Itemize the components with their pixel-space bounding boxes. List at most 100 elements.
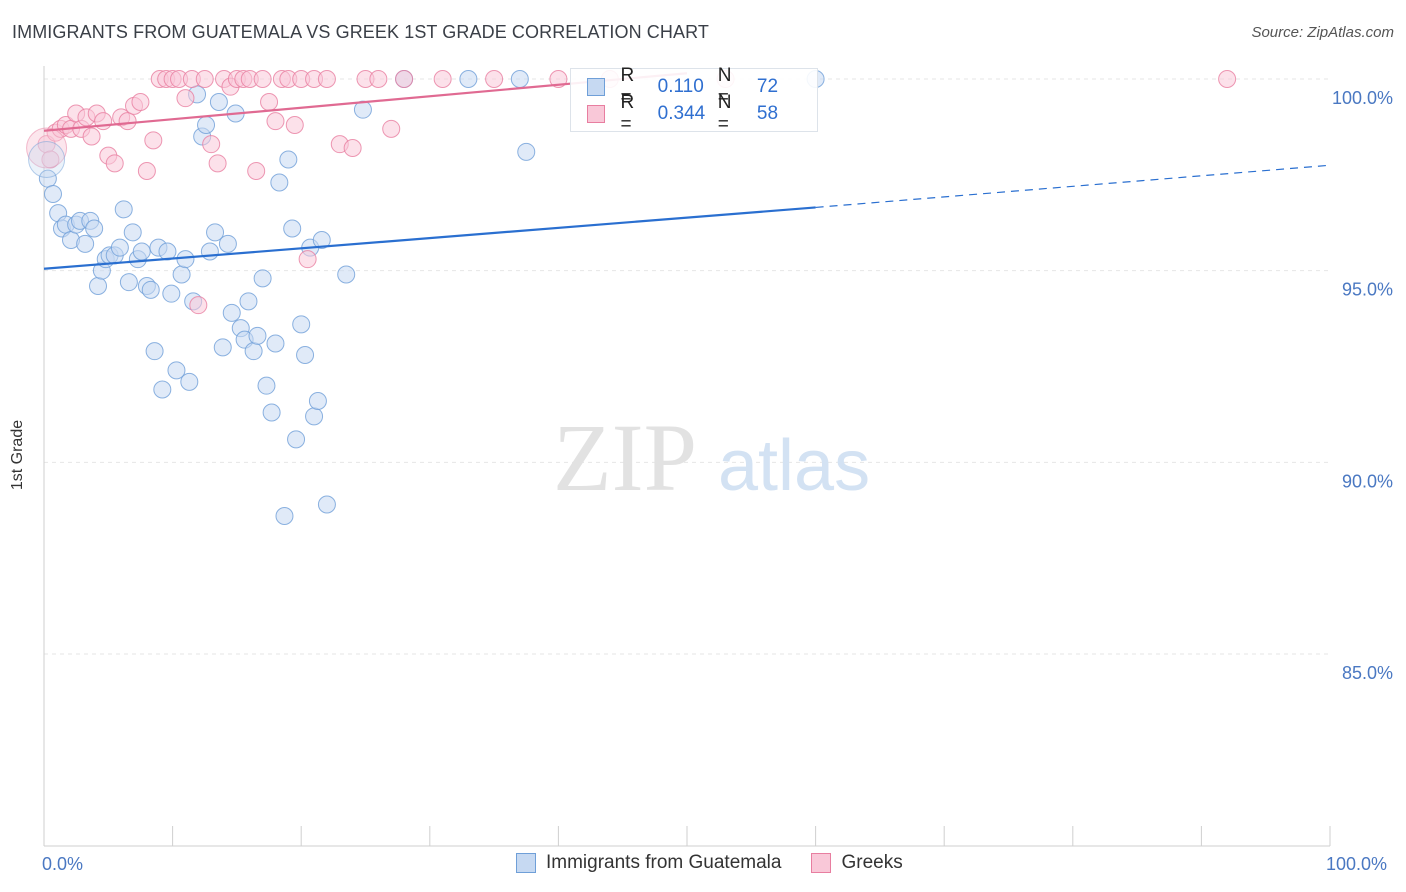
legend-r-value: 0.344 — [657, 103, 706, 124]
data-point-guatemala — [244, 342, 263, 361]
data-point-guatemala — [317, 495, 336, 514]
data-point-guatemala — [28, 141, 66, 178]
series-legend: Immigrants from Guatemala Greeks — [516, 852, 933, 874]
data-point-greeks — [208, 154, 227, 173]
y-tick-labels: 100.0% 95.0% 90.0% 85.0% — [1332, 88, 1393, 683]
data-point-guatemala — [308, 392, 327, 410]
data-point-greeks — [260, 93, 279, 111]
data-point-guatemala — [275, 507, 294, 525]
data-point-guatemala — [172, 265, 191, 284]
data-point-guatemala — [209, 93, 228, 111]
data-point-guatemala — [89, 277, 108, 295]
data-point-guatemala — [200, 242, 219, 261]
data-point-guatemala — [153, 380, 172, 399]
data-point-guatemala — [167, 361, 186, 380]
legend-n-label: N = — [717, 92, 732, 135]
legend-item-greeks[interactable]: Greeks — [811, 852, 903, 874]
data-point-guatemala — [132, 242, 151, 261]
data-point-guatemala — [213, 338, 232, 357]
legend-r-label: R = — [620, 92, 635, 135]
data-point-guatemala — [180, 372, 199, 391]
legend-r-label: R = — [620, 65, 635, 108]
data-point-greeks — [266, 112, 285, 131]
data-point-guatemala — [85, 219, 104, 238]
data-point-guatemala — [266, 334, 285, 353]
legend-label-guatemala: Immigrants from Guatemala — [546, 852, 782, 873]
data-point-guatemala — [257, 376, 276, 395]
legend-row-guatemala: R = 0.110 N = 72 — [587, 65, 817, 108]
legend-n-label: N = — [717, 65, 732, 108]
data-point-greeks — [485, 70, 504, 88]
y-tick-label: 85.0% — [1342, 663, 1393, 683]
data-points — [26, 70, 1237, 525]
data-point-guatemala — [262, 403, 281, 422]
data-point-greeks — [382, 119, 401, 138]
correlation-legend: R = 0.110 N = 72 R = 0.344 N = 58 — [570, 65, 818, 135]
legend-row-greeks: R = 0.344 N = 58 — [587, 92, 817, 135]
data-point-guatemala — [510, 70, 529, 88]
data-point-guatemala — [110, 238, 129, 257]
data-point-greeks — [195, 70, 214, 88]
data-point-guatemala — [287, 430, 306, 449]
axes — [43, 66, 1331, 847]
y-tick-label: 100.0% — [1332, 88, 1393, 108]
legend-swatch-guatemala — [587, 78, 605, 96]
data-point-guatemala — [206, 223, 225, 242]
data-point-guatemala — [218, 234, 237, 253]
legend-swatch-greeks — [587, 105, 605, 123]
watermark-atlas: atlas — [718, 426, 870, 506]
data-point-guatemala — [312, 231, 331, 249]
data-point-guatemala — [114, 200, 133, 219]
legend-item-guatemala[interactable]: Immigrants from Guatemala — [516, 852, 781, 874]
data-point-guatemala — [305, 407, 324, 426]
data-point-guatemala — [296, 346, 315, 364]
data-point-greeks — [285, 116, 304, 134]
data-point-guatemala — [141, 280, 160, 299]
data-point-greeks — [137, 162, 156, 180]
x-tick-label-left: 0.0% — [42, 854, 83, 874]
data-point-guatemala — [162, 284, 181, 303]
chart-title: IMMIGRANTS FROM GUATEMALA VS GREEK 1ST G… — [12, 22, 709, 42]
gridlines — [44, 78, 1330, 655]
data-point-guatemala — [459, 70, 478, 88]
y-tick-label: 90.0% — [1342, 471, 1393, 491]
data-point-guatemala — [279, 150, 298, 169]
data-point-greeks — [176, 89, 195, 108]
data-point-guatemala — [239, 292, 258, 311]
legend-label-greeks: Greeks — [841, 852, 903, 873]
data-point-greeks — [369, 70, 388, 88]
data-point-greeks — [202, 135, 221, 154]
data-point-guatemala — [76, 234, 95, 253]
x-tick-label-right: 100.0% — [1326, 854, 1387, 874]
data-point-guatemala — [145, 342, 164, 361]
data-point-guatemala — [197, 116, 216, 134]
y-tick-label: 95.0% — [1342, 280, 1393, 300]
legend-swatch-guatemala — [516, 853, 536, 873]
data-point-greeks — [105, 154, 124, 173]
trend-line-guatemala — [43, 206, 816, 270]
data-point-greeks — [82, 127, 101, 146]
data-point-greeks — [247, 162, 266, 180]
data-point-greeks — [94, 112, 113, 131]
data-point-greeks — [395, 70, 414, 88]
data-point-greeks — [118, 112, 137, 131]
data-point-greeks — [189, 296, 208, 315]
watermark: ZIP atlas — [553, 404, 870, 511]
x-tick-labels: 0.0% 100.0% — [42, 854, 1387, 874]
data-point-guatemala — [119, 273, 138, 292]
data-point-greeks — [26, 127, 68, 169]
data-point-guatemala — [176, 250, 195, 269]
legend-n-value: 58 — [756, 103, 779, 124]
trend-line-guatemala-extension — [815, 164, 1331, 209]
data-point-greeks — [1218, 70, 1237, 88]
data-point-guatemala — [270, 173, 289, 192]
legend-r-value: 0.110 — [657, 76, 704, 97]
legend-swatch-greeks — [811, 853, 832, 873]
data-point-greeks — [317, 70, 336, 88]
watermark-zip: ZIP — [553, 404, 697, 511]
data-point-greeks — [549, 70, 568, 88]
data-point-guatemala — [253, 269, 272, 288]
source-label: Source: ZipAtlas.com — [1251, 24, 1394, 41]
data-point-guatemala — [123, 223, 142, 242]
data-point-guatemala — [292, 315, 311, 334]
